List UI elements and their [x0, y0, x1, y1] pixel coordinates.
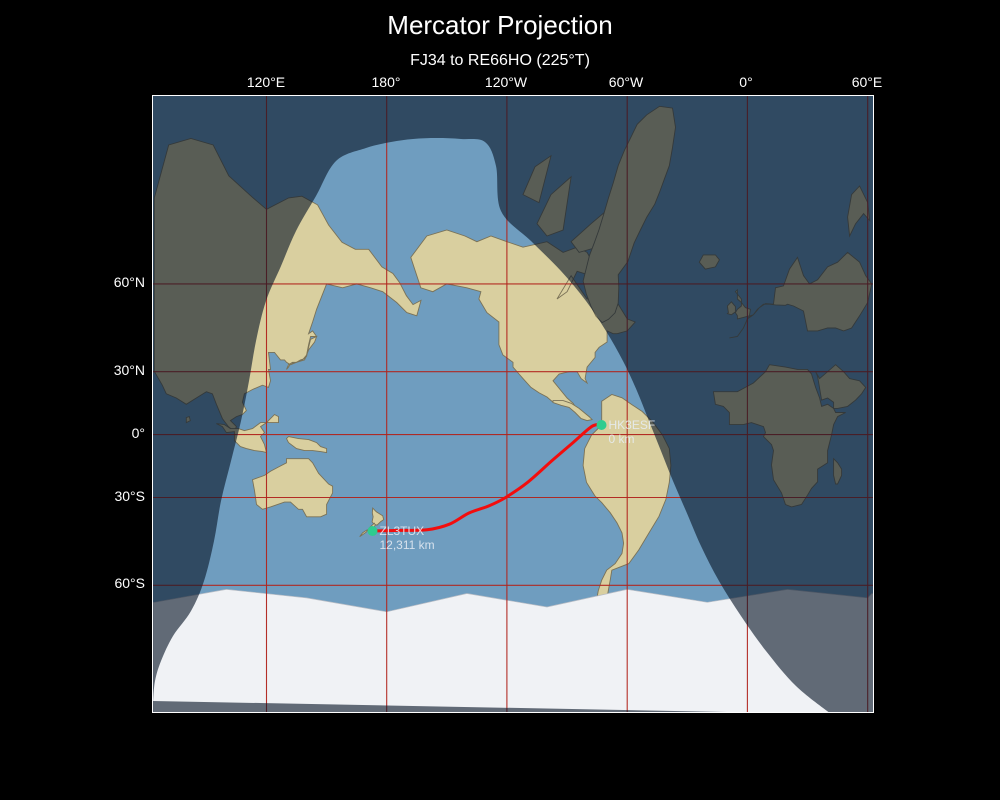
svg-text:0 km: 0 km [609, 432, 635, 446]
svg-text:HK3ESF: HK3ESF [609, 418, 656, 432]
svg-text:ZL3TUX: ZL3TUX [380, 524, 425, 538]
svg-text:12,311 km: 12,311 km [380, 538, 435, 552]
